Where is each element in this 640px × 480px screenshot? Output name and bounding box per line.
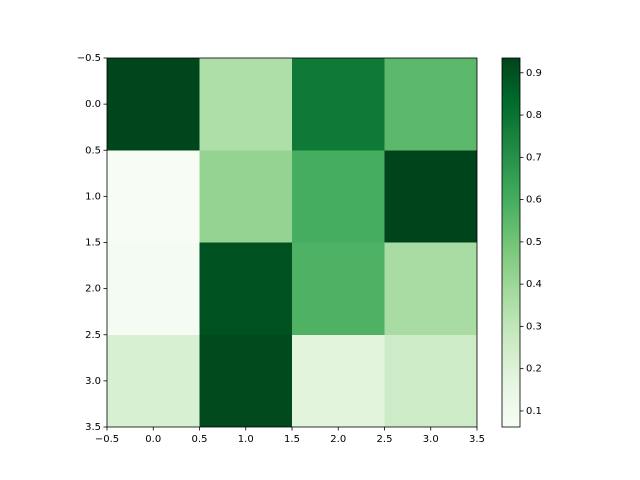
heatmap-cell bbox=[107, 334, 200, 427]
colorbar-tick-label: 0.8 bbox=[526, 110, 542, 121]
heatmap-cell bbox=[384, 150, 477, 243]
colorbar bbox=[501, 57, 521, 428]
x-tick-label: 3.5 bbox=[469, 434, 485, 445]
heatmap-cell bbox=[107, 150, 200, 243]
x-tick-label: 0.0 bbox=[145, 434, 161, 445]
colorbar-tick-label: 0.7 bbox=[526, 152, 542, 163]
heatmap-cell bbox=[384, 58, 477, 151]
y-tick-label: 1.5 bbox=[85, 238, 101, 249]
y-tick-label: −0.5 bbox=[77, 53, 101, 64]
colorbar-tick-label: 0.9 bbox=[526, 68, 542, 79]
x-tick-label: 2.5 bbox=[377, 434, 393, 445]
heatmap-cell bbox=[199, 242, 292, 335]
colorbar-tick-label: 0.4 bbox=[526, 279, 542, 290]
heatmap-cell bbox=[107, 242, 200, 335]
colorbar-tick-label: 0.6 bbox=[526, 195, 542, 206]
heatmap-cell bbox=[199, 58, 292, 151]
y-tick-label: 3.5 bbox=[85, 422, 101, 433]
heatmap-cell bbox=[199, 334, 292, 427]
x-tick-label: −0.5 bbox=[95, 434, 119, 445]
y-tick-label: 2.0 bbox=[85, 284, 101, 295]
heatmap-cell bbox=[384, 334, 477, 427]
heatmap-cell bbox=[292, 58, 385, 151]
x-tick-label: 1.5 bbox=[284, 434, 300, 445]
heatmap-cell bbox=[292, 334, 385, 427]
colorbar-tick-label: 0.3 bbox=[526, 321, 542, 332]
colorbar-tick-label: 0.2 bbox=[526, 364, 542, 375]
heatmap-cell bbox=[384, 242, 477, 335]
x-tick-label: 2.0 bbox=[330, 434, 346, 445]
y-tick-label: 2.5 bbox=[85, 330, 101, 341]
x-tick-label: 3.0 bbox=[423, 434, 439, 445]
x-tick-label: 1.0 bbox=[238, 434, 254, 445]
colorbar-tick-label: 0.1 bbox=[526, 406, 542, 417]
colorbar-tick-label: 0.5 bbox=[526, 237, 542, 248]
y-tick-label: 0.0 bbox=[85, 99, 101, 110]
heatmap-cell bbox=[199, 150, 292, 243]
heatmap-cell bbox=[107, 58, 200, 151]
y-tick-label: 3.0 bbox=[85, 376, 101, 387]
heatmap-cell bbox=[292, 150, 385, 243]
y-tick-label: 1.0 bbox=[85, 191, 101, 202]
heatmap-cell bbox=[292, 242, 385, 335]
y-tick-label: 0.5 bbox=[85, 145, 101, 156]
x-tick-label: 0.5 bbox=[192, 434, 208, 445]
